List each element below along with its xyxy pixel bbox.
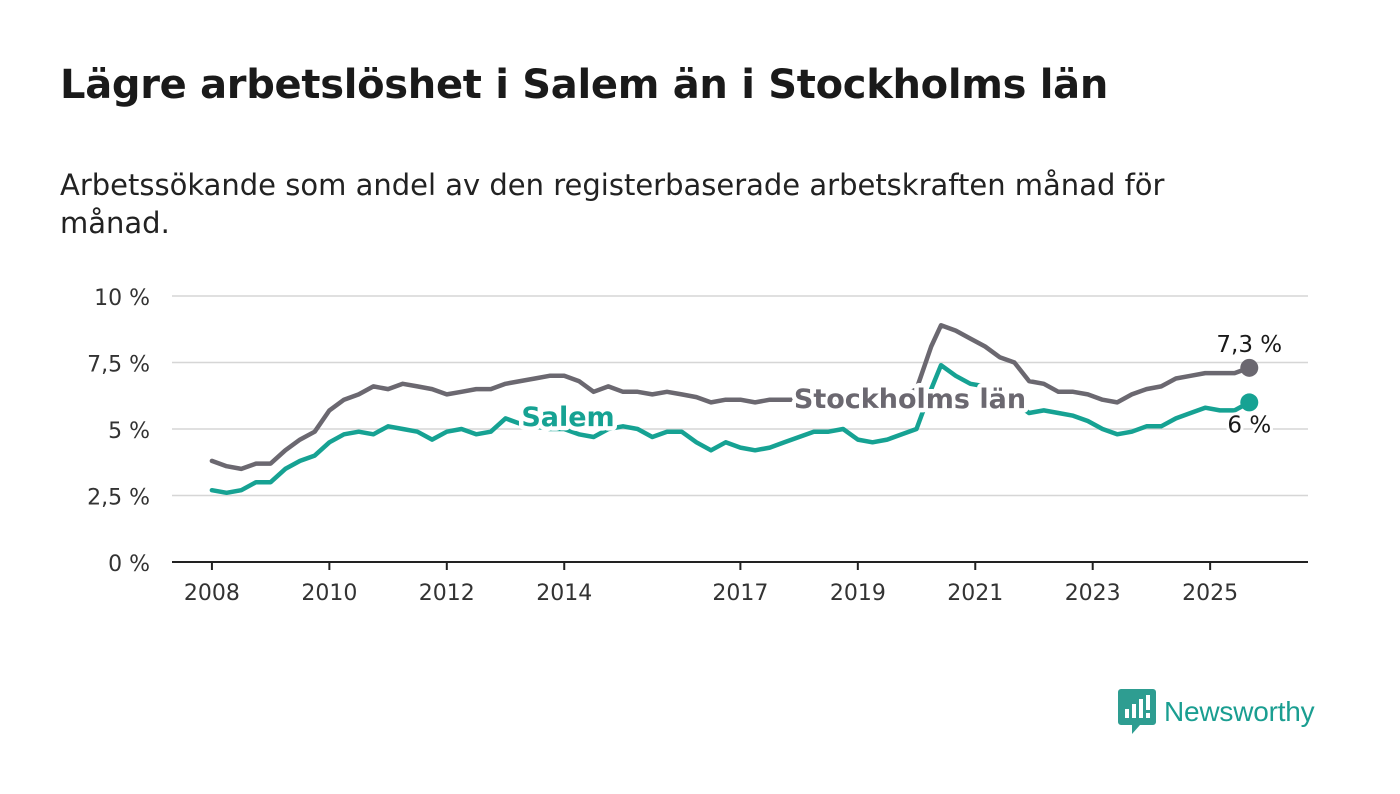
chart-subtitle: Arbetssökande som andel av den registerb… [60,168,1165,240]
gridlines [172,295,1308,497]
series-labels: Stockholms län Salem 7,3 % 6 % [517,329,1285,442]
x-tick-label: 2019 [830,581,886,606]
series-end-label-1: 6 % [1227,412,1271,438]
x-tick-label: 2021 [947,581,1003,606]
x-tick-label: 2010 [301,581,357,606]
y-tick-label: 7,5 % [87,353,150,378]
y-axis-ticks: 0 % 2,5 % 5 % 7,5 % 10 % [87,286,150,577]
brand-name: Newsworthy [1164,696,1315,727]
series-label-0: Stockholms län [794,384,1026,415]
series-end-dot-0 [1240,358,1259,377]
y-tick-label: 2,5 % [87,486,150,511]
y-tick-label: 5 % [108,419,150,444]
y-tick-label: 10 % [94,286,150,311]
series-label-1: Salem [521,402,614,433]
series-line-0 [209,323,1252,472]
x-tick-label: 2008 [184,581,240,606]
bar-chart-speech-bubble-icon [1118,689,1156,734]
series-end-label-0: 7,3 % [1216,332,1282,358]
x-axis: 2008 2010 2012 2014 2017 2019 2021 2023 2025 [172,561,1308,606]
series-end-dot-1 [1240,393,1259,412]
series-lines [209,323,1259,496]
x-tick-label: 2014 [536,581,592,606]
x-tick-label: 2025 [1182,581,1238,606]
x-tick-label: 2012 [419,581,475,606]
x-tick-label: 2017 [712,581,768,606]
series-line-1 [209,362,1252,496]
page-title: Lägre arbetslöshet i Salem än i Stockhol… [60,62,1109,108]
x-tick-label: 2023 [1065,581,1121,606]
brand-logo: Newsworthy [1118,688,1315,736]
y-tick-label: 0 % [108,552,150,577]
